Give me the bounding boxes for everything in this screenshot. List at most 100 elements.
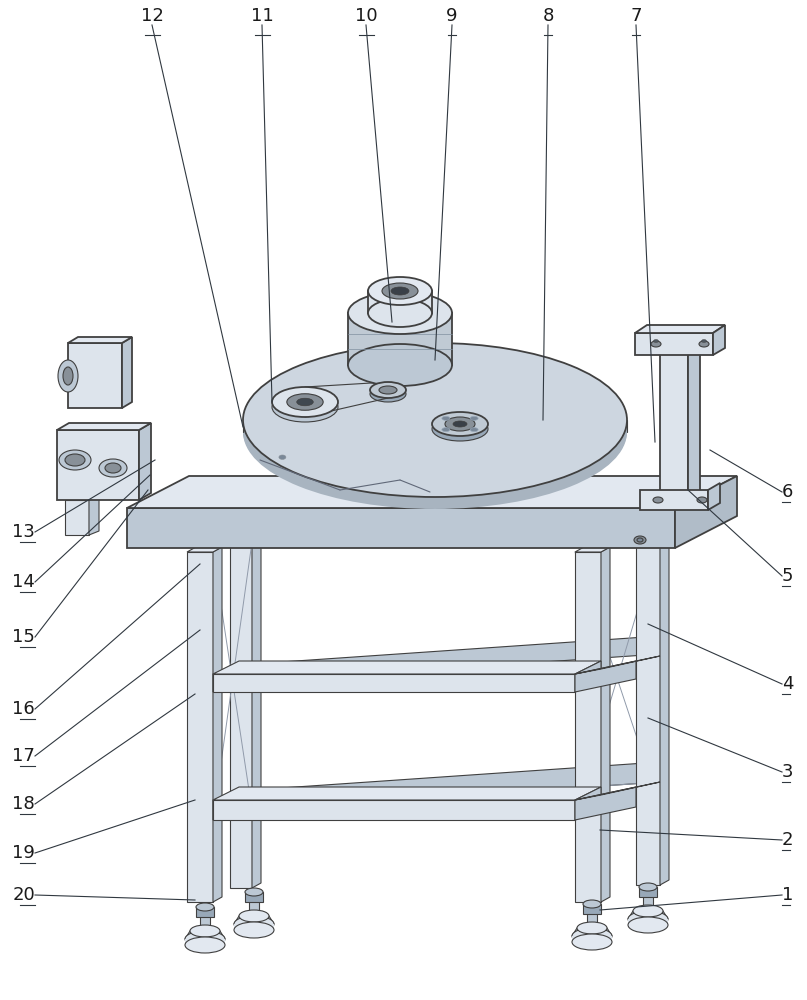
Polygon shape: [575, 787, 601, 820]
Polygon shape: [348, 313, 452, 365]
Text: 13: 13: [12, 523, 35, 541]
Text: 18: 18: [12, 795, 35, 813]
Polygon shape: [213, 790, 252, 820]
Polygon shape: [601, 547, 610, 902]
Ellipse shape: [286, 394, 323, 410]
Ellipse shape: [639, 883, 657, 891]
Ellipse shape: [99, 459, 127, 477]
Ellipse shape: [58, 360, 78, 392]
Ellipse shape: [370, 386, 406, 402]
Polygon shape: [636, 530, 669, 535]
Text: 4: 4: [782, 675, 793, 693]
Ellipse shape: [382, 283, 418, 299]
Ellipse shape: [445, 417, 475, 431]
Text: 14: 14: [12, 573, 35, 591]
Ellipse shape: [572, 934, 612, 950]
Polygon shape: [635, 333, 713, 355]
Text: 12: 12: [140, 7, 164, 25]
Ellipse shape: [185, 931, 225, 947]
Polygon shape: [213, 547, 222, 902]
Polygon shape: [572, 928, 612, 936]
Polygon shape: [213, 800, 575, 820]
Polygon shape: [575, 661, 601, 692]
Text: 9: 9: [446, 7, 458, 25]
Polygon shape: [572, 936, 612, 942]
Ellipse shape: [370, 382, 406, 398]
Ellipse shape: [442, 428, 449, 432]
Polygon shape: [122, 337, 132, 408]
Polygon shape: [575, 547, 610, 552]
Text: 17: 17: [12, 747, 35, 765]
Ellipse shape: [65, 454, 85, 466]
Ellipse shape: [243, 352, 627, 506]
Polygon shape: [139, 423, 151, 500]
Text: 15: 15: [12, 628, 35, 646]
Ellipse shape: [105, 463, 121, 473]
Polygon shape: [68, 337, 132, 343]
Ellipse shape: [583, 900, 601, 908]
Ellipse shape: [701, 340, 706, 342]
Ellipse shape: [196, 903, 214, 911]
Ellipse shape: [651, 341, 661, 347]
Polygon shape: [185, 931, 225, 939]
Polygon shape: [213, 674, 575, 692]
Ellipse shape: [348, 292, 452, 334]
Ellipse shape: [243, 343, 627, 497]
Ellipse shape: [577, 922, 607, 934]
Ellipse shape: [63, 367, 73, 385]
Polygon shape: [213, 787, 601, 800]
Polygon shape: [368, 291, 432, 313]
Ellipse shape: [243, 354, 627, 508]
Ellipse shape: [653, 497, 663, 503]
Polygon shape: [252, 537, 261, 888]
Polygon shape: [57, 423, 151, 430]
Ellipse shape: [628, 911, 668, 927]
Polygon shape: [583, 904, 601, 914]
Polygon shape: [575, 782, 660, 800]
Polygon shape: [68, 343, 122, 408]
Polygon shape: [643, 887, 653, 911]
Polygon shape: [636, 535, 660, 885]
Polygon shape: [187, 547, 222, 552]
Ellipse shape: [243, 348, 627, 502]
Ellipse shape: [628, 917, 668, 933]
Ellipse shape: [297, 398, 313, 406]
Ellipse shape: [697, 497, 707, 503]
Polygon shape: [213, 664, 252, 692]
Polygon shape: [185, 939, 225, 945]
Polygon shape: [187, 552, 213, 902]
Polygon shape: [234, 924, 274, 930]
Polygon shape: [57, 430, 139, 500]
Ellipse shape: [272, 392, 338, 422]
Polygon shape: [660, 530, 669, 885]
Ellipse shape: [368, 299, 432, 327]
Ellipse shape: [243, 355, 627, 509]
Polygon shape: [640, 490, 708, 510]
Text: 11: 11: [251, 7, 274, 25]
Ellipse shape: [391, 287, 409, 295]
Polygon shape: [249, 892, 259, 916]
Ellipse shape: [243, 351, 627, 504]
Ellipse shape: [272, 387, 338, 417]
Ellipse shape: [368, 277, 432, 305]
Ellipse shape: [234, 922, 274, 938]
Text: 2: 2: [782, 831, 793, 849]
Text: 19: 19: [12, 844, 35, 862]
Polygon shape: [639, 887, 657, 897]
Ellipse shape: [234, 916, 274, 932]
Ellipse shape: [654, 340, 659, 342]
Ellipse shape: [633, 905, 663, 917]
Ellipse shape: [185, 937, 225, 953]
Polygon shape: [245, 892, 263, 902]
Text: 16: 16: [12, 700, 35, 718]
Polygon shape: [575, 552, 601, 902]
Ellipse shape: [245, 888, 263, 896]
Ellipse shape: [348, 344, 452, 386]
Polygon shape: [575, 656, 660, 674]
Polygon shape: [252, 636, 660, 682]
Text: 1: 1: [782, 886, 793, 904]
Polygon shape: [65, 496, 99, 500]
Ellipse shape: [637, 538, 643, 542]
Polygon shape: [675, 476, 737, 548]
Ellipse shape: [432, 412, 488, 436]
